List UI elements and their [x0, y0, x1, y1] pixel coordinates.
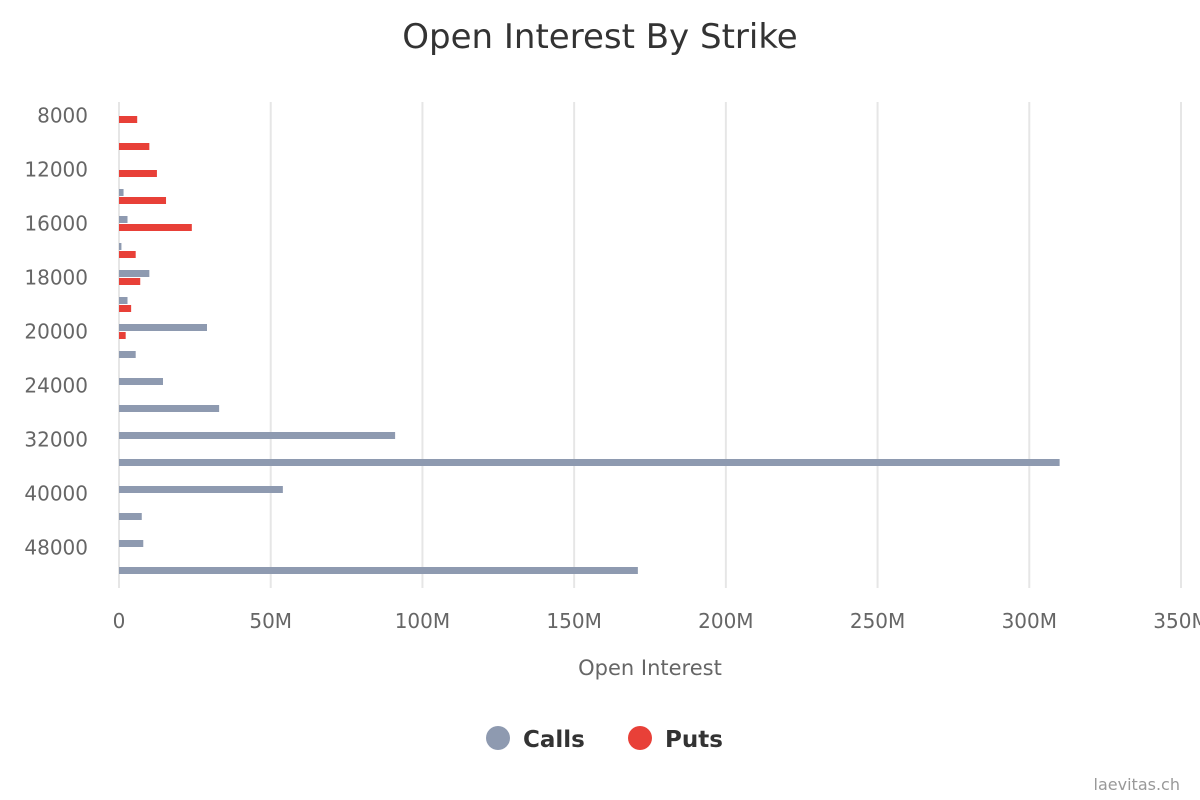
calls-bar[interactable]	[119, 189, 124, 196]
y-tick-label: 18000	[24, 266, 88, 290]
legend-label: Puts	[665, 727, 723, 753]
legend-marker-icon	[486, 726, 510, 750]
x-axis-ticks: 0 50M 100M 150M 200M 250M 300M 350M	[113, 609, 1200, 633]
puts-bar[interactable]	[119, 278, 141, 285]
calls-bar[interactable]	[119, 540, 144, 547]
bars	[119, 116, 1060, 574]
y-tick-label: 40000	[24, 482, 88, 506]
y-tick-label: 48000	[24, 536, 88, 560]
calls-bar[interactable]	[119, 378, 163, 385]
credit-text[interactable]: laevitas.ch	[1094, 775, 1180, 794]
calls-bar[interactable]	[119, 216, 128, 223]
calls-bar[interactable]	[119, 432, 396, 439]
x-tick-label: 50M	[249, 609, 292, 633]
legend-marker-icon	[628, 726, 652, 750]
gridlines	[118, 102, 1182, 588]
calls-bar[interactable]	[119, 567, 638, 574]
puts-bar[interactable]	[119, 224, 192, 231]
x-tick-label: 200M	[698, 609, 753, 633]
puts-bar[interactable]	[119, 116, 138, 123]
y-tick-label: 20000	[24, 320, 88, 344]
x-tick-label: 300M	[1002, 609, 1057, 633]
legend[interactable]: Calls Puts	[486, 726, 723, 753]
x-axis-title: Open Interest	[578, 656, 722, 680]
calls-bar[interactable]	[119, 351, 136, 358]
calls-bar[interactable]	[119, 324, 207, 331]
y-axis-ticks: 8000 12000 16000 18000 20000 24000 32000 40000 4…	[24, 104, 88, 560]
x-tick-label: 350M	[1153, 609, 1200, 633]
puts-bar[interactable]	[119, 251, 136, 258]
puts-bar[interactable]	[119, 170, 157, 177]
x-tick-label: 0	[113, 609, 126, 633]
chart-title: Open Interest By Strike	[402, 17, 797, 57]
y-tick-label: 16000	[24, 212, 88, 236]
y-tick-label: 12000	[24, 158, 88, 182]
legend-item-calls[interactable]: Calls	[486, 726, 585, 753]
calls-bar[interactable]	[119, 297, 128, 304]
puts-bar[interactable]	[119, 305, 132, 312]
calls-bar[interactable]	[119, 243, 122, 250]
y-tick-label: 24000	[24, 374, 88, 398]
legend-label: Calls	[523, 727, 585, 753]
calls-bar[interactable]	[119, 486, 283, 493]
y-tick-label: 8000	[37, 104, 88, 128]
legend-item-puts[interactable]: Puts	[628, 726, 723, 753]
puts-bar[interactable]	[119, 197, 167, 204]
y-tick-label: 32000	[24, 428, 88, 452]
calls-bar[interactable]	[119, 459, 1060, 466]
x-tick-label: 100M	[395, 609, 450, 633]
calls-bar[interactable]	[119, 513, 142, 520]
calls-bar[interactable]	[119, 405, 220, 412]
puts-bar[interactable]	[119, 332, 126, 339]
x-tick-label: 250M	[850, 609, 905, 633]
x-tick-label: 150M	[546, 609, 601, 633]
calls-bar[interactable]	[119, 270, 150, 277]
puts-bar[interactable]	[119, 143, 150, 150]
